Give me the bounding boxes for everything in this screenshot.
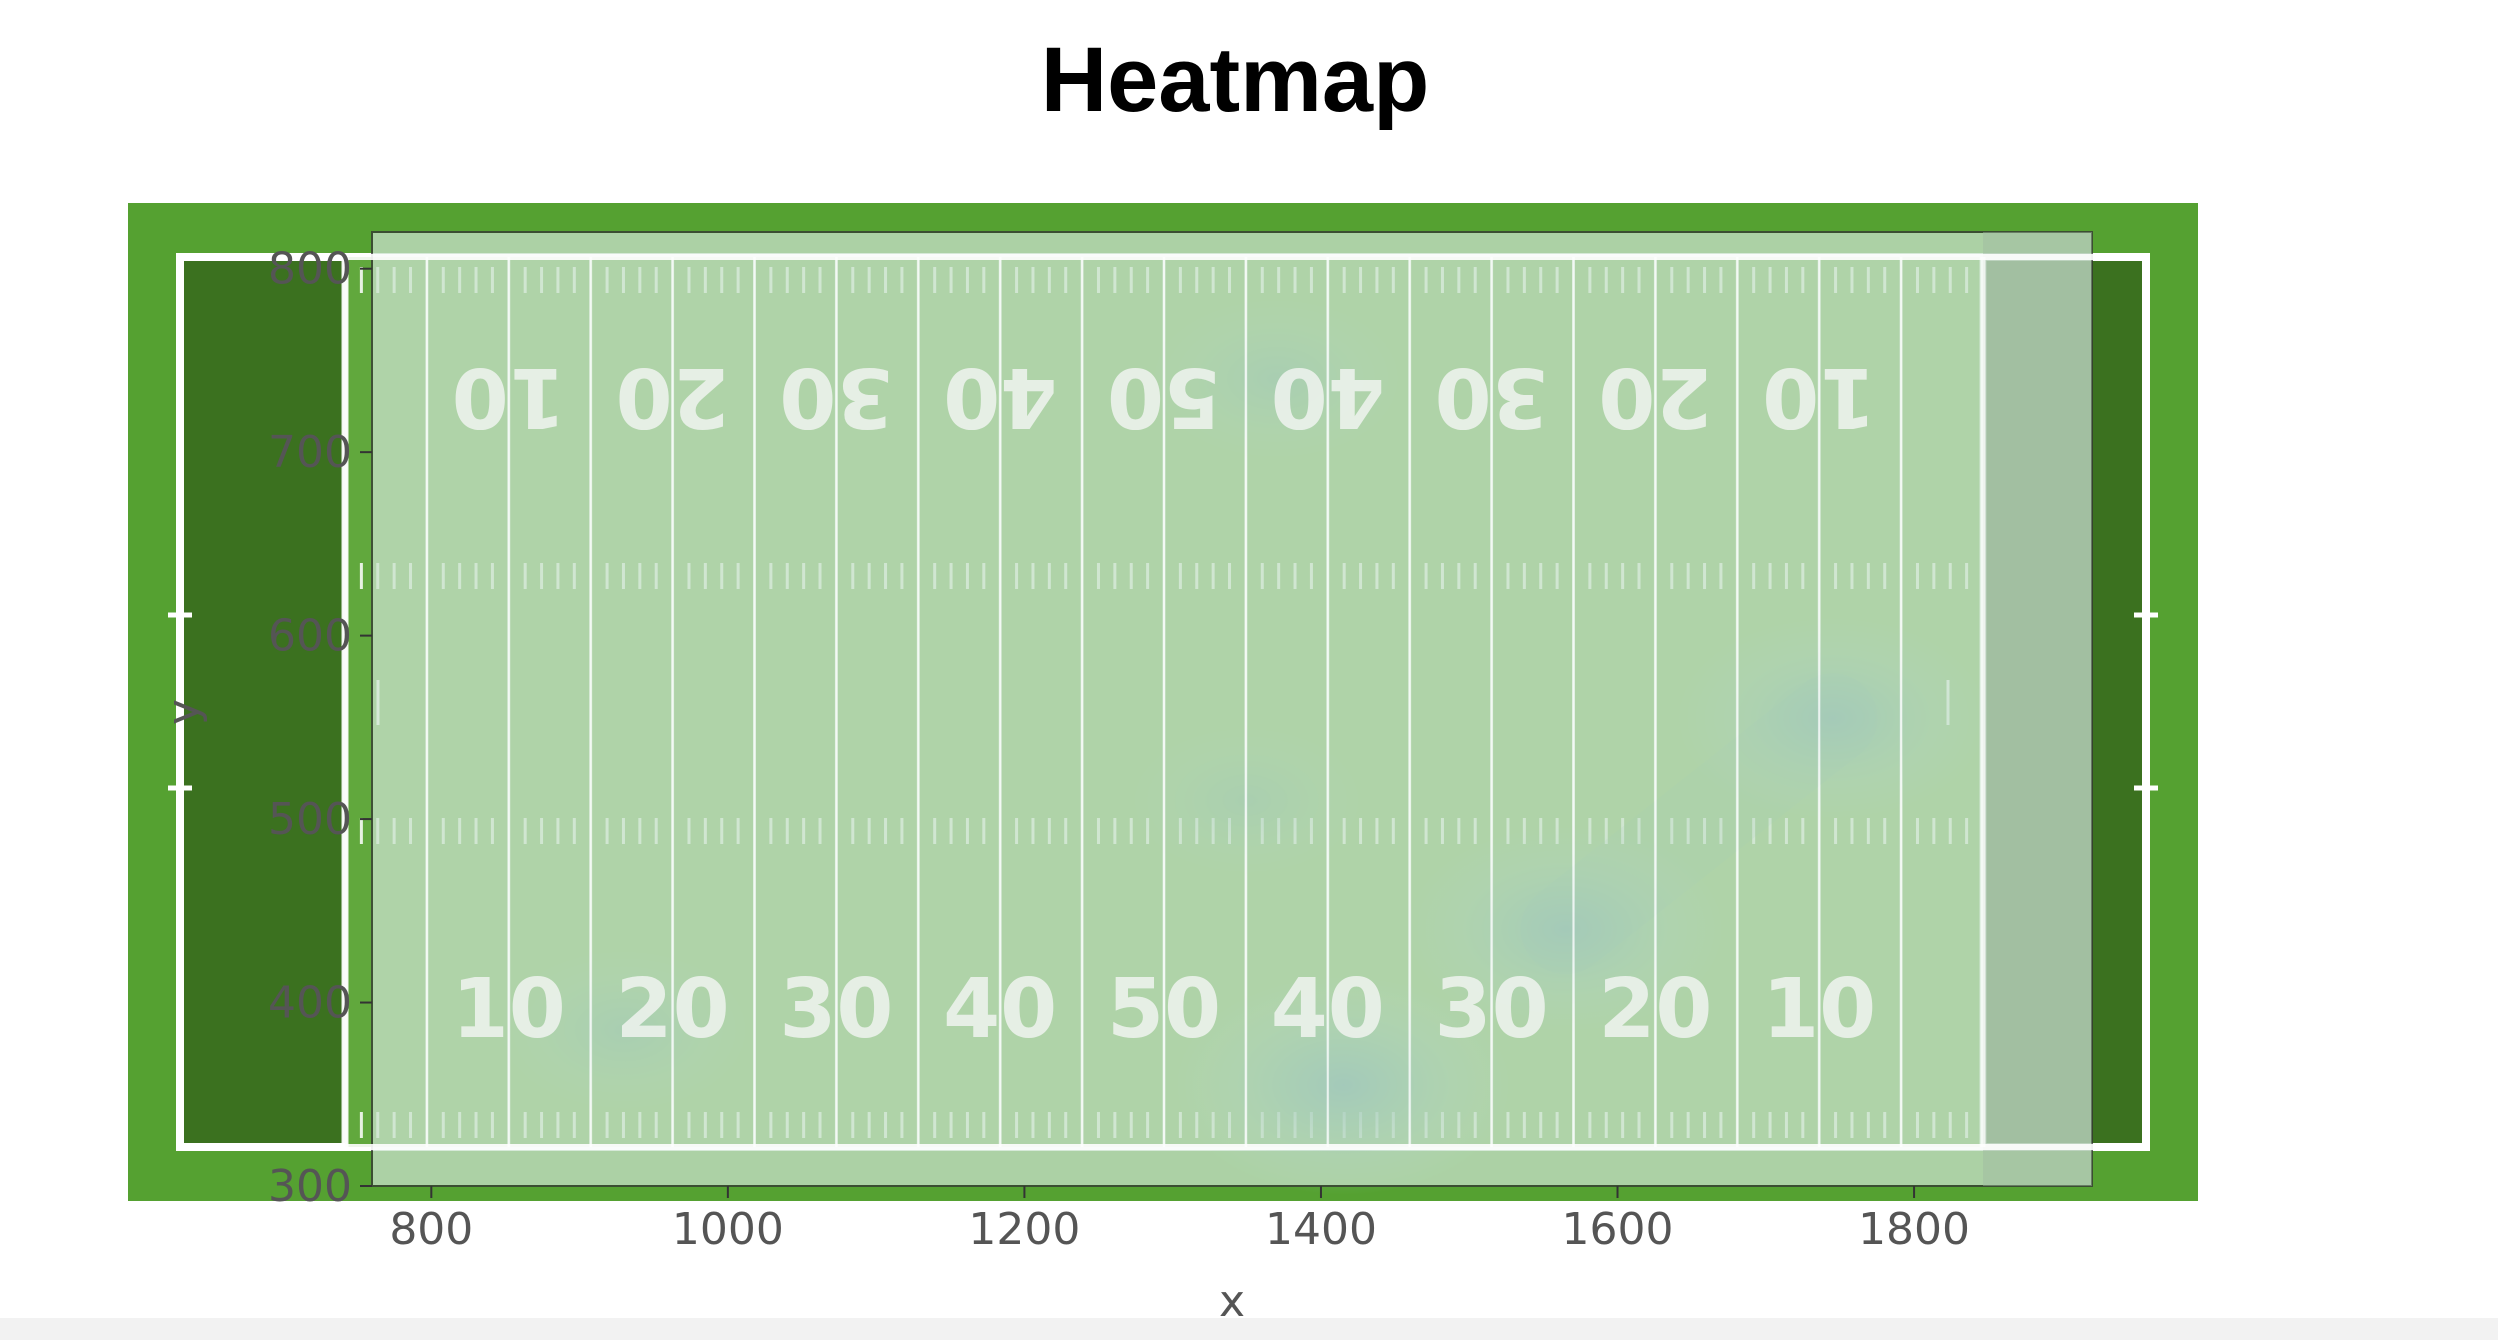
y-tick-label: 500 — [268, 794, 352, 845]
yard-number-top: 10 — [452, 349, 566, 444]
y-tick-label: 300 — [268, 1161, 352, 1212]
x-tick-label: 1200 — [968, 1204, 1080, 1255]
yard-number-top: 50 — [1107, 349, 1221, 444]
yard-number-top: 40 — [943, 349, 1057, 444]
x-tick-label: 1400 — [1265, 1204, 1377, 1255]
plot-area — [180, 231, 2146, 1187]
yard-number-top: 20 — [616, 349, 730, 444]
y-tick-label: 700 — [268, 427, 352, 478]
yard-number-bottom: 30 — [779, 962, 893, 1057]
endzone-shade — [1983, 232, 2092, 1186]
yard-number-bottom: 30 — [1435, 962, 1549, 1057]
yard-number-bottom: 40 — [1271, 962, 1385, 1057]
yard-number-top: 30 — [1435, 349, 1549, 444]
page-title: Heatmap — [1040, 29, 1430, 131]
yard-number-bottom: 50 — [1107, 962, 1221, 1057]
x-tick-label: 800 — [389, 1204, 473, 1255]
window-bottom-strip — [0, 1318, 2498, 1340]
yard-number-top: 30 — [779, 349, 893, 444]
x-tick-label: 1800 — [1858, 1204, 1970, 1255]
y-tick-label: 400 — [268, 978, 352, 1029]
x-tick-label: 1000 — [672, 1204, 784, 1255]
yard-number-bottom: 20 — [616, 962, 730, 1057]
plot-frame — [371, 231, 2093, 1187]
yard-number-bottom: 10 — [452, 962, 566, 1057]
yard-number-bottom: 10 — [1762, 962, 1876, 1057]
x-tick-label: 1600 — [1562, 1204, 1674, 1255]
x-axis-label: x — [1219, 1276, 1245, 1320]
y-tick-label: 800 — [268, 244, 352, 295]
yard-number-bottom: 20 — [1598, 962, 1712, 1057]
yard-number-top: 20 — [1598, 349, 1712, 444]
yard-number-top: 10 — [1762, 349, 1876, 444]
yard-numbers: 10 20 30 40 50 40 30 20 10 10 20 30 40 50 40 30 20 10 — [452, 349, 1877, 1057]
y-tick-label: 600 — [268, 611, 352, 662]
yard-number-top: 40 — [1271, 349, 1385, 444]
yard-number-bottom: 40 — [943, 962, 1057, 1057]
axes: 800 1000 1200 1400 1600 1800 300 400 500 600 700 80… — [158, 244, 1970, 1320]
y-axis-label: y — [158, 699, 209, 725]
